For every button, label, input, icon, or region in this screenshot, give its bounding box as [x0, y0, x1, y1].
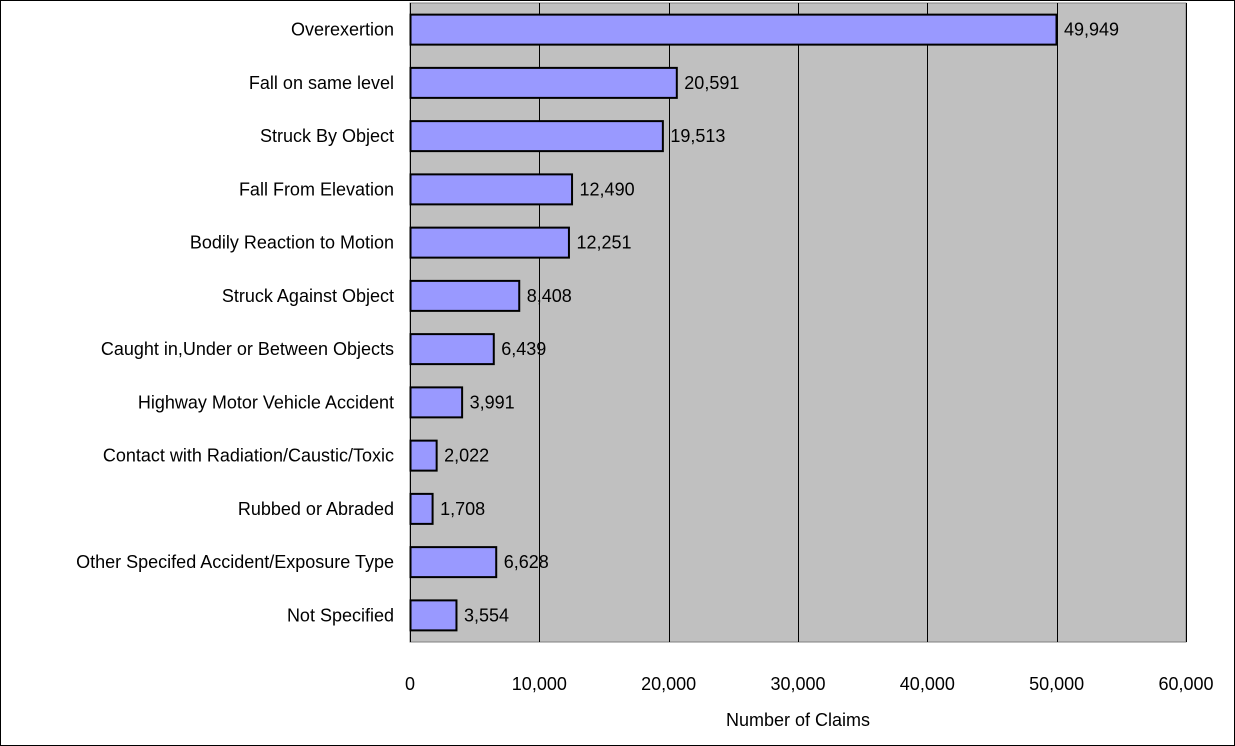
category-labels: Overexertion Fall on same level Struck By …	[76, 20, 394, 626]
x-axis-tick-labels: 0 10,000 20,000 30,000 40,000 50,000 60,000	[405, 674, 1214, 694]
category-label: Struck By Object	[260, 126, 394, 146]
bar	[409, 66, 678, 99]
bar	[409, 279, 521, 312]
x-tick-label: 0	[405, 674, 415, 694]
bar	[409, 599, 458, 632]
category-label: Fall From Elevation	[239, 179, 394, 199]
x-tick-label: 20,000	[641, 674, 696, 694]
bar	[409, 120, 664, 153]
bar	[409, 333, 495, 366]
x-tick-label: 60,000	[1158, 674, 1213, 694]
bar	[409, 492, 434, 525]
category-label: Struck Against Object	[222, 286, 394, 306]
bar-value-label: 6,628	[504, 552, 549, 572]
bar-value-label: 49,949	[1064, 20, 1119, 40]
bars	[409, 13, 1058, 632]
bar	[409, 546, 498, 579]
gridlines	[410, 3, 1187, 642]
category-label: Bodily Reaction to Motion	[190, 233, 394, 253]
x-tick-label: 30,000	[770, 674, 825, 694]
bar-value-label: 20,591	[684, 73, 739, 93]
bar-value-label: 19,513	[670, 126, 725, 146]
category-label: Highway Motor Vehicle Accident	[138, 392, 394, 412]
bar-value-label: 8,408	[527, 286, 572, 306]
bar-value-label: 2,022	[444, 446, 489, 466]
bar	[409, 439, 438, 472]
bar	[409, 386, 464, 419]
x-tick-label: 10,000	[512, 674, 567, 694]
bar-value-label: 6,439	[501, 339, 546, 359]
category-label: Other Specifed Accident/Exposure Type	[76, 552, 394, 572]
bar-value-labels: 49,949 20,591 19,513 12,490 12,251 8,408 6,439…	[440, 20, 1119, 626]
category-label: Contact with Radiation/Caustic/Toxic	[103, 446, 394, 466]
category-label: Caught in,Under or Between Objects	[101, 339, 394, 359]
bar-value-label: 12,251	[576, 233, 631, 253]
x-tick-label: 50,000	[1029, 674, 1084, 694]
bar	[409, 13, 1058, 46]
x-tick-label: 40,000	[900, 674, 955, 694]
bar	[409, 173, 574, 206]
x-axis-title: Number of Claims	[726, 710, 870, 730]
bar-value-label: 12,490	[580, 179, 635, 199]
category-label: Overexertion	[291, 20, 394, 40]
category-label: Rubbed or Abraded	[238, 499, 394, 519]
category-label: Fall on same level	[249, 73, 394, 93]
bar-value-label: 1,708	[440, 499, 485, 519]
bar-value-label: 3,554	[464, 605, 509, 625]
bar	[409, 226, 570, 259]
category-label: Not Specified	[287, 605, 394, 625]
bar-value-label: 3,991	[470, 392, 515, 412]
